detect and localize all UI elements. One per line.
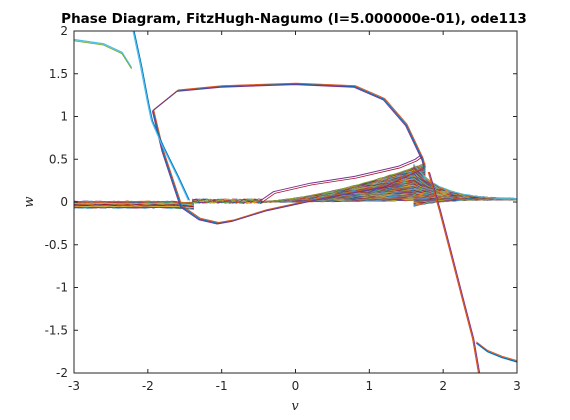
- trajectory-line: [254, 162, 426, 203]
- y-tick-label: 1: [60, 110, 68, 124]
- right-branch-overlay: [429, 171, 481, 373]
- top-left-curve-overlay: [74, 40, 132, 70]
- x-tick-label: 2: [439, 379, 447, 393]
- y-tick-label: 1.5: [49, 67, 68, 81]
- limit-cycle-overlay: [151, 84, 425, 225]
- x-tick-label: 0: [292, 379, 300, 393]
- trajectory-line: [192, 199, 263, 204]
- y-tick-label: -1.5: [45, 323, 68, 337]
- x-tick-label: 1: [366, 379, 374, 393]
- trajectory-line: [74, 204, 194, 208]
- x-tick-label: -1: [216, 379, 228, 393]
- trajectory-line: [74, 206, 194, 210]
- y-tick-label: 0: [60, 195, 68, 209]
- axis-ticks: [73, 30, 518, 374]
- bottom-right-curve: [475, 342, 517, 363]
- y-tick-label: -0.5: [45, 238, 68, 252]
- y-axis-label: w: [22, 196, 37, 207]
- y-tick-label: -1: [56, 281, 68, 295]
- x-tick-label: -2: [142, 379, 154, 393]
- top-left-curve: [74, 38, 133, 69]
- right-branch: [427, 171, 480, 373]
- left-branch-overlay: [133, 31, 190, 201]
- inner-orbit-overlay: [259, 156, 423, 205]
- chart-title: Phase Diagram, FitzHugh-Nagumo (I=5.0000…: [61, 11, 527, 27]
- tick-labels: -3 -2 -1 0 1 2 321.510.50-0.5-1-1.5-2: [45, 24, 521, 393]
- y-tick-label: 0.5: [49, 152, 68, 166]
- trajectory-line: [74, 200, 194, 204]
- left-branch: [132, 31, 189, 201]
- limit-cycle-overlay: [153, 82, 426, 223]
- y-tick-label: -2: [56, 366, 68, 380]
- trajectory-line: [74, 202, 194, 206]
- x-axis-label: v: [291, 399, 299, 414]
- y-tick-label: 2: [60, 24, 68, 38]
- x-tick-label: -3: [68, 379, 80, 393]
- x-tick-label: 3: [513, 379, 521, 393]
- trajectories: [74, 31, 517, 373]
- trajectory-line: [192, 198, 263, 204]
- bottom-right-curve-overlay: [476, 341, 517, 362]
- trajectory-line: [74, 205, 194, 209]
- trajectory-line: [192, 198, 263, 204]
- inner-orbit: [258, 154, 422, 203]
